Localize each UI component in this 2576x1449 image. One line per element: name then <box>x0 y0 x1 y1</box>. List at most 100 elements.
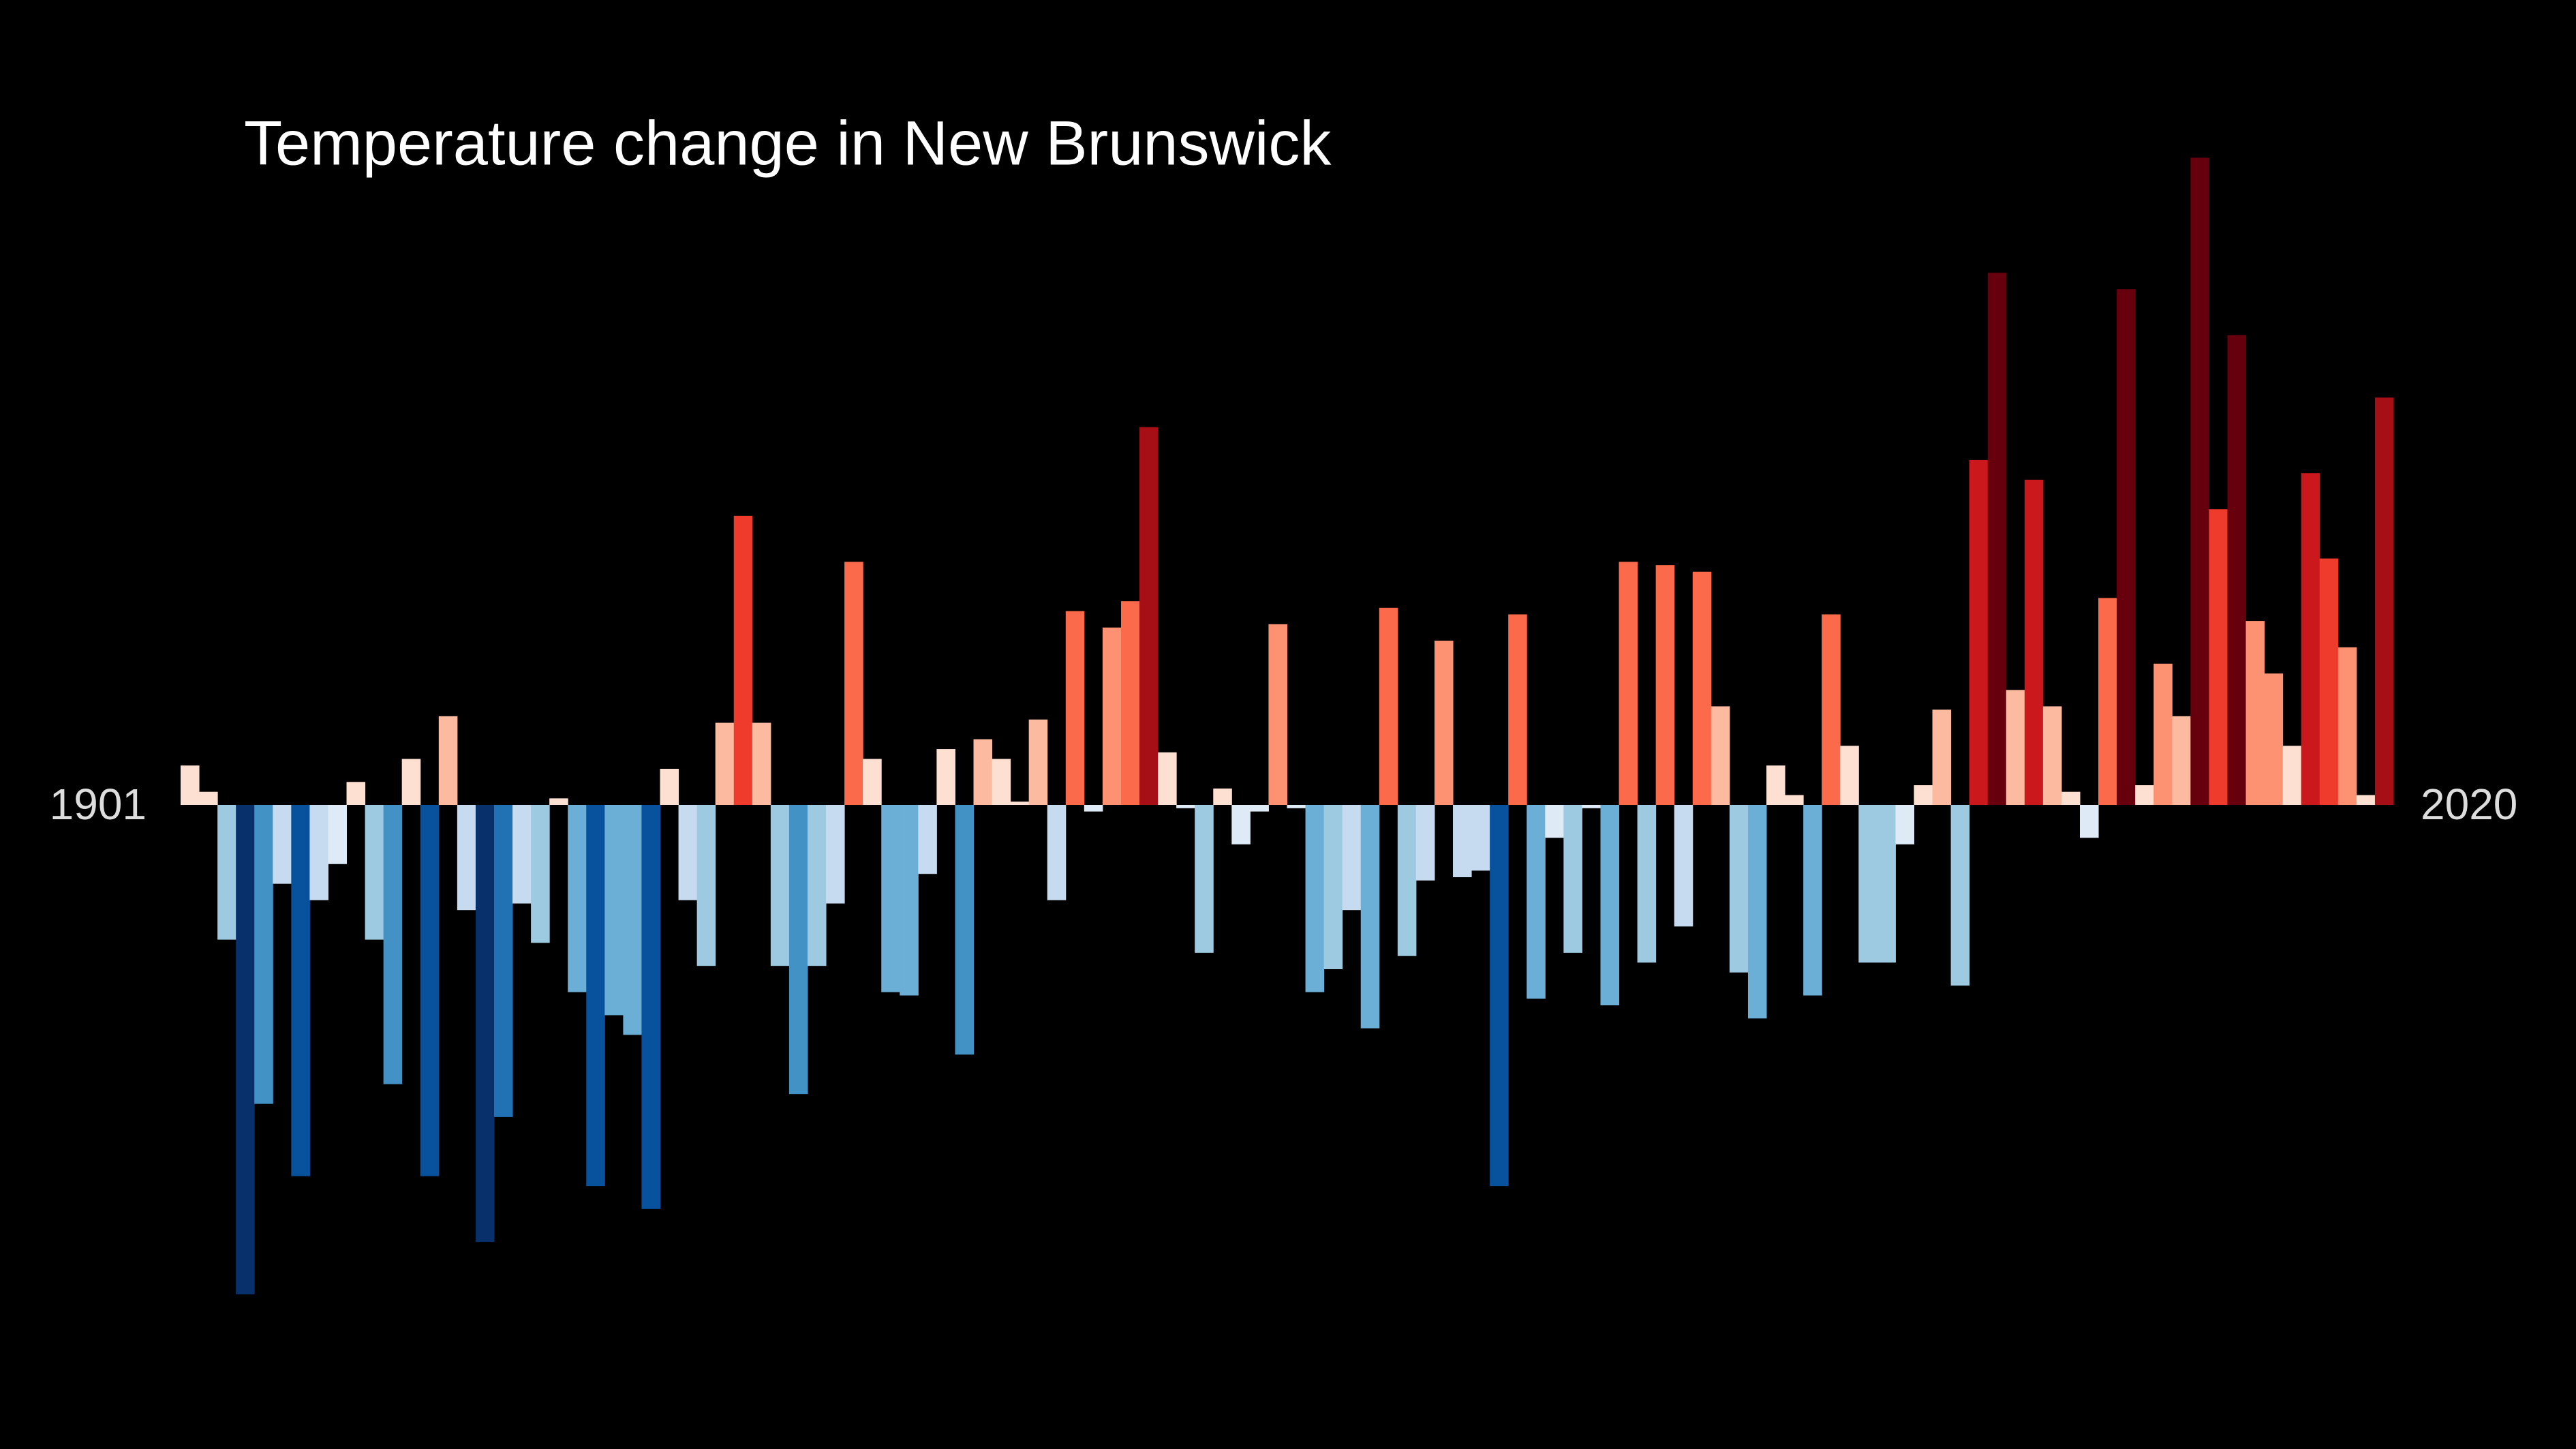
bar <box>1397 805 1417 956</box>
bar <box>181 765 200 805</box>
bar <box>2172 716 2191 805</box>
bar <box>2227 335 2247 805</box>
bar <box>420 805 440 1176</box>
bar <box>1084 805 1103 812</box>
bar <box>1840 746 1859 805</box>
bar <box>973 739 993 805</box>
bar <box>2245 621 2265 805</box>
bar <box>457 805 476 911</box>
bar <box>438 716 458 805</box>
bar <box>1360 805 1380 1028</box>
x-tick-label: 1901 <box>50 780 147 829</box>
bar <box>1120 601 1140 805</box>
bar <box>1231 805 1251 844</box>
bar <box>1637 805 1657 963</box>
bar <box>955 805 975 1055</box>
bar <box>2117 289 2136 805</box>
bar <box>1508 614 1527 805</box>
bar <box>254 805 273 1104</box>
bar <box>844 562 863 805</box>
bar <box>1914 785 1933 805</box>
bar <box>1692 571 1712 805</box>
bar <box>1415 805 1435 881</box>
bar <box>2024 479 2044 805</box>
bar <box>1895 805 1914 844</box>
bar <box>309 805 328 900</box>
bar <box>401 759 421 805</box>
bar <box>346 782 366 805</box>
bar <box>1028 719 1048 805</box>
bar <box>752 722 771 805</box>
bar <box>2190 157 2209 805</box>
bar <box>217 805 236 940</box>
bar <box>383 805 403 1084</box>
bar <box>2006 690 2025 805</box>
bar <box>1711 706 1730 805</box>
bar <box>1545 805 1564 838</box>
bar <box>273 805 292 884</box>
bar <box>1379 607 1398 805</box>
bar <box>2301 473 2320 805</box>
bar <box>1047 805 1067 900</box>
bar <box>475 805 495 1242</box>
bar <box>365 805 384 940</box>
bar <box>770 805 790 966</box>
bar <box>1287 805 1306 808</box>
bar <box>1195 805 1214 953</box>
bar <box>2080 805 2099 838</box>
bar <box>512 805 532 904</box>
bar <box>1010 802 1030 805</box>
bar <box>660 768 679 805</box>
bar <box>900 805 919 996</box>
bar <box>1139 427 1159 805</box>
bar <box>733 515 753 805</box>
bar <box>918 805 937 874</box>
bar <box>1858 805 1877 963</box>
bar <box>1158 752 1177 805</box>
bar <box>2209 509 2228 805</box>
chart-title: Temperature change in New Brunswick <box>244 108 1332 178</box>
bar <box>1213 788 1232 805</box>
bar <box>1877 805 1896 963</box>
bar <box>1527 805 1546 999</box>
bar <box>549 798 568 805</box>
bar <box>2135 785 2154 805</box>
bar <box>1747 805 1767 1019</box>
bar <box>1176 805 1195 808</box>
bar <box>1268 624 1287 805</box>
bar <box>696 805 716 966</box>
bar <box>1785 795 1804 805</box>
bar <box>1582 805 1601 808</box>
bar <box>826 805 845 904</box>
bar <box>568 805 587 992</box>
bar <box>1250 805 1269 812</box>
bar <box>531 805 550 943</box>
x-tick-label: 2020 <box>2421 780 2517 829</box>
bar <box>863 759 882 805</box>
bar <box>199 791 218 805</box>
bar <box>1490 805 1509 1187</box>
bar <box>2337 647 2357 805</box>
bar <box>1766 765 1785 805</box>
bar <box>2153 663 2173 805</box>
bar <box>641 805 661 1209</box>
bar <box>623 805 642 1035</box>
bar <box>1342 805 1362 911</box>
bar <box>493 805 513 1117</box>
bar <box>1729 805 1749 973</box>
bar <box>788 805 808 1095</box>
bar <box>1619 562 1638 805</box>
bar <box>1674 805 1693 927</box>
bar <box>1563 805 1582 953</box>
bar <box>586 805 605 1187</box>
bar <box>1987 273 2007 805</box>
bar <box>236 805 255 1295</box>
bar <box>328 805 348 864</box>
bar <box>1600 805 1620 1006</box>
bar <box>2098 598 2117 805</box>
bar <box>2264 673 2284 805</box>
bar <box>2061 791 2081 805</box>
bar <box>1655 565 1675 805</box>
